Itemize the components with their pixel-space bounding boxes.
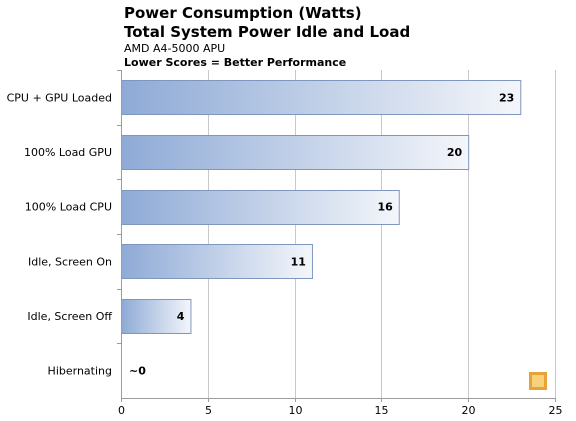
- x-tick-label: 10: [289, 404, 303, 417]
- category-label: Idle, Screen Off: [27, 310, 112, 323]
- category-label: Idle, Screen On: [28, 255, 112, 268]
- data-label: 4: [177, 310, 185, 323]
- device-label: AMD A4-5000 APU: [124, 42, 226, 55]
- bar: [121, 244, 313, 279]
- watermark-logo: [529, 372, 547, 390]
- watermark-logo-inner: [532, 375, 544, 387]
- data-label: 23: [499, 91, 514, 104]
- category-label: 100% Load CPU: [25, 201, 112, 214]
- grid-lines: [208, 70, 556, 398]
- x-tick-label: 0: [118, 404, 125, 417]
- chart-subtitle: Total System Power Idle and Load: [124, 23, 411, 41]
- bar: [121, 80, 522, 115]
- bar: [121, 299, 192, 334]
- bars: [121, 80, 522, 334]
- axes: [117, 70, 556, 402]
- scoring-note: Lower Scores = Better Performance: [124, 56, 347, 69]
- data-label: ~0: [129, 365, 146, 378]
- x-tick-label: 15: [375, 404, 389, 417]
- category-label: Hibernating: [48, 365, 112, 378]
- x-tick-label: 20: [462, 404, 476, 417]
- bar: [121, 190, 400, 225]
- x-tick-label: 25: [549, 404, 563, 417]
- labels: 0 5 10 15 20 25 CPU + GPU Loaded 23 100% Load GP…: [7, 91, 563, 417]
- x-tick-label: 5: [205, 404, 212, 417]
- data-label: 11: [291, 255, 306, 268]
- chart-title: Power Consumption (Watts): [124, 4, 362, 22]
- category-label: 100% Load GPU: [24, 146, 112, 159]
- title-block: Power Consumption (Watts) Total System P…: [124, 4, 410, 70]
- data-label: 20: [447, 146, 463, 159]
- data-label: 16: [377, 201, 393, 214]
- category-label: CPU + GPU Loaded: [7, 91, 112, 104]
- bar: [121, 135, 470, 170]
